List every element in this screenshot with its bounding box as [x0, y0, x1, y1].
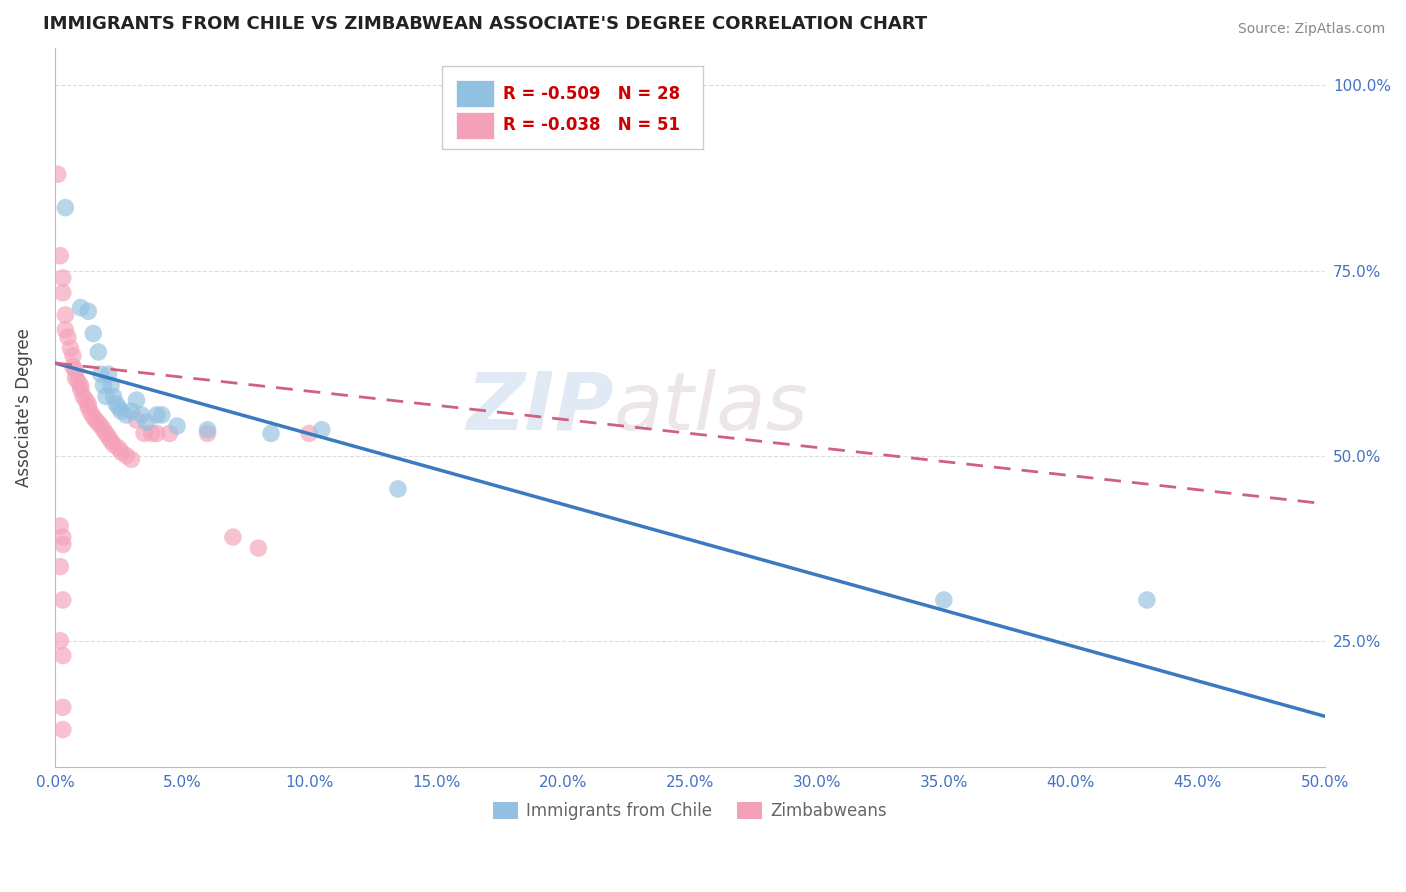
- Point: [197, 423, 219, 437]
- Point: [52, 723, 75, 737]
- Point: [52, 648, 75, 663]
- Point: [72, 389, 94, 403]
- FancyBboxPatch shape: [457, 112, 495, 139]
- Point: [131, 408, 153, 422]
- Text: atlas: atlas: [614, 368, 808, 447]
- FancyBboxPatch shape: [443, 66, 703, 149]
- Text: ZIP: ZIP: [467, 368, 614, 447]
- Point: [97, 430, 120, 444]
- Point: [75, 393, 97, 408]
- Point: [65, 371, 87, 385]
- Point: [115, 408, 138, 422]
- Point: [135, 415, 157, 429]
- Point: [52, 285, 75, 300]
- Text: R = -0.038   N = 51: R = -0.038 N = 51: [503, 116, 681, 135]
- Point: [94, 426, 117, 441]
- Point: [82, 326, 104, 341]
- Point: [107, 441, 129, 455]
- Point: [94, 389, 117, 403]
- Text: R = -0.509   N = 28: R = -0.509 N = 28: [503, 85, 681, 103]
- Point: [49, 559, 72, 574]
- Point: [65, 363, 87, 377]
- Point: [166, 419, 188, 434]
- Point: [52, 700, 75, 714]
- Point: [260, 426, 283, 441]
- Point: [67, 375, 90, 389]
- Point: [110, 404, 132, 418]
- FancyBboxPatch shape: [457, 80, 495, 107]
- Point: [52, 530, 75, 544]
- Point: [93, 378, 115, 392]
- Point: [52, 593, 75, 607]
- Point: [120, 404, 142, 418]
- Point: [97, 367, 120, 381]
- Text: Source: ZipAtlas.com: Source: ZipAtlas.com: [1237, 22, 1385, 37]
- Point: [1136, 593, 1159, 607]
- Point: [120, 452, 142, 467]
- Point: [62, 359, 84, 374]
- Point: [100, 434, 122, 448]
- Point: [53, 323, 76, 337]
- Point: [146, 426, 169, 441]
- Point: [125, 393, 148, 408]
- Point: [247, 541, 270, 556]
- Point: [110, 445, 132, 459]
- Point: [387, 482, 409, 496]
- Point: [59, 341, 82, 355]
- Point: [80, 406, 103, 420]
- Point: [141, 426, 163, 441]
- Point: [103, 389, 125, 403]
- Point: [46, 167, 69, 181]
- Point: [107, 401, 129, 415]
- Point: [69, 301, 91, 315]
- Point: [49, 249, 72, 263]
- Point: [77, 401, 100, 415]
- Point: [53, 308, 76, 322]
- Point: [125, 413, 148, 427]
- Point: [87, 416, 110, 430]
- Point: [84, 413, 107, 427]
- Point: [105, 397, 128, 411]
- Point: [69, 382, 91, 396]
- Point: [77, 397, 100, 411]
- Point: [100, 378, 122, 392]
- Point: [932, 593, 955, 607]
- Point: [298, 426, 321, 441]
- Point: [90, 367, 112, 381]
- Point: [115, 449, 138, 463]
- Point: [52, 271, 75, 285]
- Point: [90, 419, 112, 434]
- Point: [87, 345, 110, 359]
- Point: [311, 423, 333, 437]
- Point: [222, 530, 245, 544]
- Y-axis label: Associate's Degree: Associate's Degree: [15, 328, 32, 487]
- Point: [62, 349, 84, 363]
- Point: [77, 304, 100, 318]
- Point: [103, 437, 125, 451]
- Legend: Immigrants from Chile, Zimbabweans: Immigrants from Chile, Zimbabweans: [486, 795, 894, 827]
- Point: [159, 426, 181, 441]
- Point: [49, 519, 72, 533]
- Point: [82, 410, 104, 425]
- Point: [56, 330, 79, 344]
- Point: [69, 378, 91, 392]
- Point: [53, 201, 76, 215]
- Point: [93, 423, 115, 437]
- Point: [146, 408, 169, 422]
- Point: [150, 408, 173, 422]
- Point: [132, 426, 155, 441]
- Point: [52, 537, 75, 551]
- Point: [197, 426, 219, 441]
- Text: IMMIGRANTS FROM CHILE VS ZIMBABWEAN ASSOCIATE'S DEGREE CORRELATION CHART: IMMIGRANTS FROM CHILE VS ZIMBABWEAN ASSO…: [42, 15, 927, 33]
- Point: [49, 633, 72, 648]
